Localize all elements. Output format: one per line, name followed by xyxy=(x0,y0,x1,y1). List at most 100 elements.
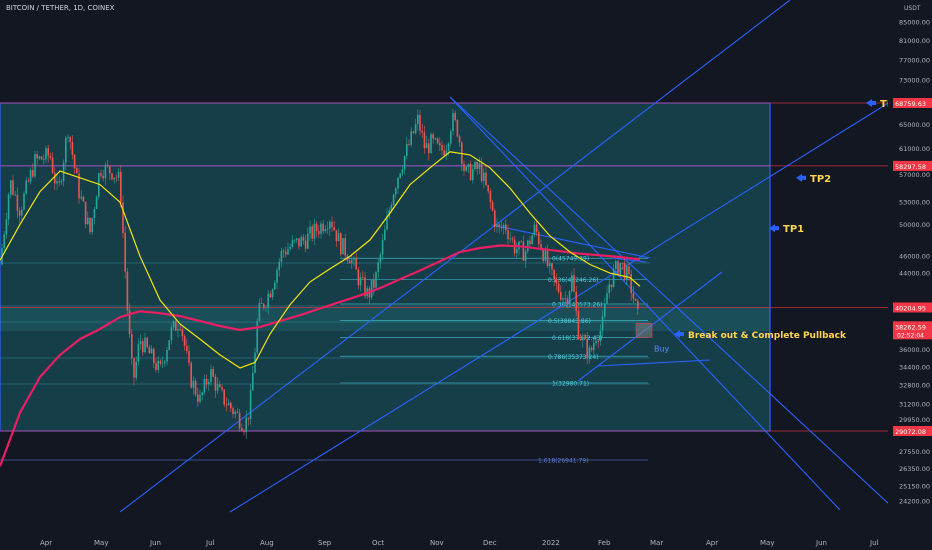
level-58297-axis-tag xyxy=(893,160,932,171)
trendline xyxy=(491,224,651,259)
candle-body xyxy=(564,298,566,300)
candle-body xyxy=(615,261,617,269)
candle-body xyxy=(621,262,624,264)
candle-body xyxy=(155,363,157,370)
candle-body xyxy=(465,166,467,171)
fib-label: 0(45749.39) xyxy=(552,256,589,263)
trendline xyxy=(449,96,841,511)
candle-body xyxy=(527,240,529,252)
candle-body xyxy=(282,250,285,252)
candle-body xyxy=(315,223,318,232)
x-tick-label: Apr xyxy=(40,539,52,547)
x-tick-label: Nov xyxy=(430,539,444,547)
candle-body xyxy=(507,230,509,240)
candle-body xyxy=(634,298,637,301)
candle-body xyxy=(234,411,236,414)
candle-body xyxy=(249,390,252,419)
candle-body xyxy=(142,341,144,353)
current-price-tag xyxy=(893,321,932,340)
fib-label: 0.618(37172.43) xyxy=(552,335,603,342)
candle-body xyxy=(166,349,168,362)
y-tick-label: 65000.00 xyxy=(899,121,930,129)
candle-body xyxy=(562,298,564,300)
candle-body xyxy=(395,188,397,195)
candle-body xyxy=(111,173,113,180)
x-tick-label: Mar xyxy=(650,539,663,547)
candle-body xyxy=(485,172,487,186)
tp3-label-arrow xyxy=(866,99,872,107)
candle-body xyxy=(109,165,111,174)
candle-body xyxy=(95,196,98,209)
candle-body xyxy=(472,169,474,181)
candle-body xyxy=(93,208,96,219)
candle-body xyxy=(626,266,628,280)
countdown: 02:52:04 xyxy=(897,332,924,339)
candle-body xyxy=(291,240,294,247)
candle-body xyxy=(566,298,569,305)
candle-body xyxy=(637,300,639,309)
candle-body xyxy=(326,228,329,230)
candle-body xyxy=(177,329,179,331)
candle-body xyxy=(535,224,538,232)
candle-body xyxy=(335,230,338,242)
candle-body xyxy=(186,345,188,352)
price-unit: USDT xyxy=(904,5,921,12)
candle-body xyxy=(452,112,454,132)
candle-body xyxy=(21,209,23,216)
breakout-label-arrow xyxy=(674,330,680,339)
candle-body xyxy=(480,163,483,182)
candle-body xyxy=(137,344,140,362)
candle-body xyxy=(146,337,148,348)
candle-body xyxy=(49,155,52,158)
tp3-label-arrow-tail xyxy=(871,101,876,105)
candle-body xyxy=(370,279,373,298)
candle-body xyxy=(23,193,25,210)
candle-body xyxy=(159,360,162,364)
candle-body xyxy=(359,277,362,286)
candle-body xyxy=(128,310,131,334)
candle-body xyxy=(56,181,58,184)
candle-body xyxy=(106,164,109,166)
candle-body xyxy=(417,114,419,124)
candle-body xyxy=(194,380,197,395)
candle-body xyxy=(293,239,296,241)
candle-body xyxy=(309,226,311,234)
candle-body xyxy=(265,307,267,308)
candle-body xyxy=(414,123,417,134)
candle-body xyxy=(474,161,476,170)
candle-body xyxy=(115,177,118,179)
x-tick-label: Feb xyxy=(598,539,611,547)
candle-body xyxy=(604,303,606,317)
candle-body xyxy=(406,144,408,156)
candle-body xyxy=(590,347,593,351)
candle-body xyxy=(89,217,91,233)
candle-body xyxy=(300,237,302,247)
candle-body xyxy=(593,343,595,351)
candle-body xyxy=(54,173,56,184)
candle-body xyxy=(542,249,544,261)
candle-body xyxy=(87,217,89,225)
tp1-label-arrow-tail xyxy=(774,226,779,231)
y-tick-label: 36000.00 xyxy=(899,346,930,354)
candle-body xyxy=(7,194,10,220)
candle-body xyxy=(45,148,47,160)
breakout-label: Break out & Complete Pullback xyxy=(688,331,847,341)
candle-body xyxy=(549,263,551,267)
candle-body xyxy=(529,240,531,245)
x-tick-label: Jun xyxy=(815,539,827,547)
candle-body xyxy=(494,210,496,228)
ema-long-line xyxy=(0,244,641,467)
candle-body xyxy=(379,254,382,263)
level-29072-axis-tag xyxy=(893,426,932,436)
candle-body xyxy=(157,360,159,370)
candle-body xyxy=(533,224,536,236)
candle-body xyxy=(269,293,272,298)
candle-body xyxy=(318,231,320,234)
candle-body xyxy=(588,347,591,358)
candle-body xyxy=(302,237,305,241)
y-tick-label: 73000.00 xyxy=(899,77,930,85)
y-tick-label: 57000.00 xyxy=(899,171,930,179)
level-68759-axis-value: 68759.63 xyxy=(895,100,926,108)
candle-body xyxy=(10,180,12,195)
